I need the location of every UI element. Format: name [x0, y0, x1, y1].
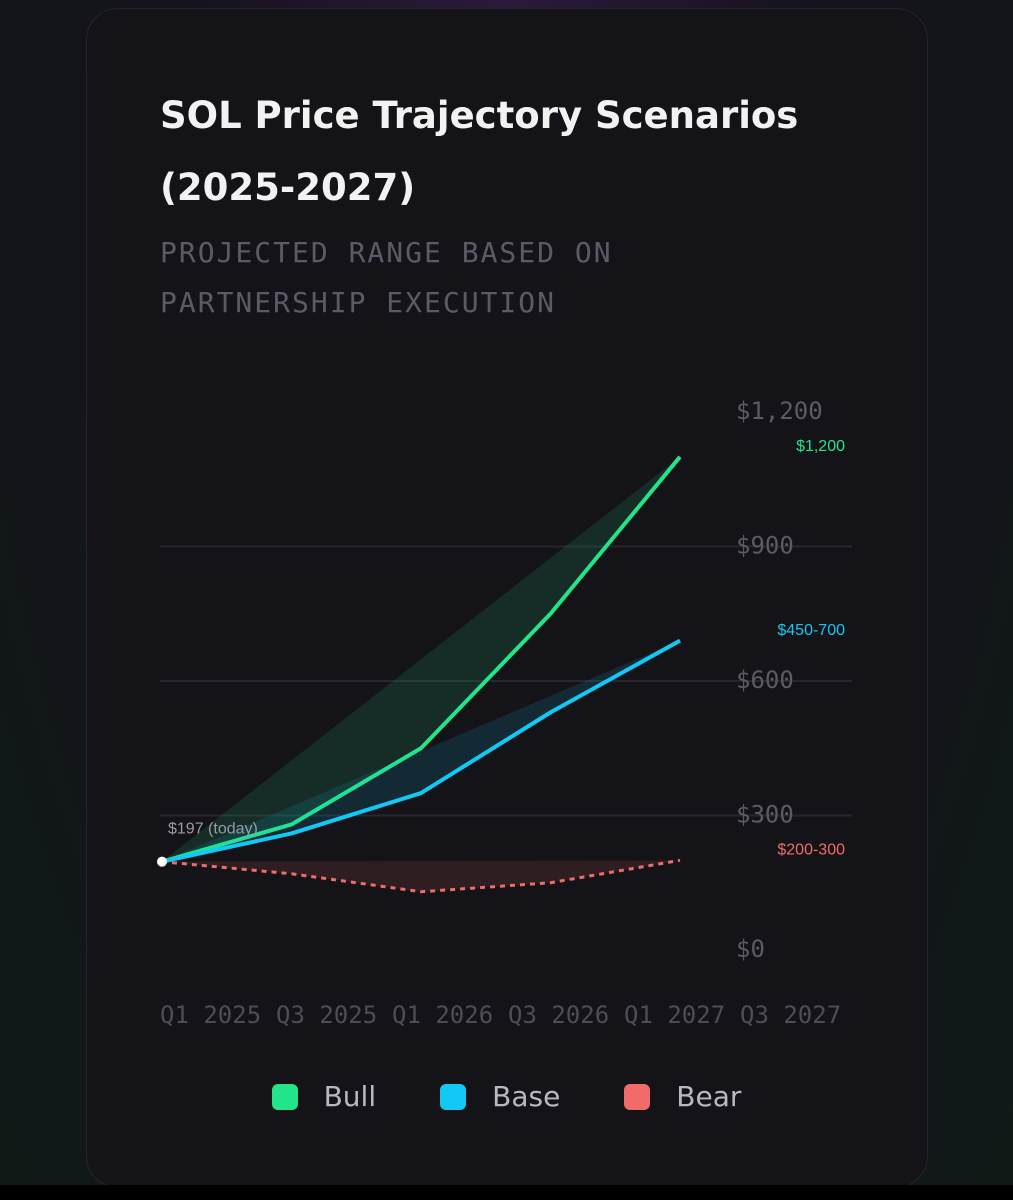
legend-swatch — [624, 1083, 651, 1110]
legend-label: Bear — [676, 1080, 742, 1113]
legend-label: Bull — [323, 1080, 377, 1113]
legend-item: Bull — [271, 1080, 377, 1113]
series-line — [161, 638, 681, 864]
x-tick-label: Q1 2026 — [392, 1001, 493, 1029]
series-line — [161, 455, 682, 864]
y-tick-label: $600 — [736, 666, 794, 694]
bottom-bar — [0, 1185, 1013, 1200]
y-tick-label: $900 — [736, 532, 794, 560]
range-area — [162, 456, 680, 862]
y-tick-label: $0 — [736, 935, 765, 963]
legend-item: Base — [440, 1080, 560, 1113]
chart-title: SOL Price Trajectory Scenarios (2025-202… — [160, 94, 799, 209]
chart-subtitle: PROJECTED RANGE BASED ON PARTNERSHIP EXE… — [160, 236, 613, 319]
range-area — [162, 860, 680, 892]
series-line — [161, 858, 681, 894]
range-label: $200-300 — [777, 842, 845, 859]
legend-swatch — [440, 1083, 467, 1110]
range-area — [162, 640, 680, 862]
x-tick-label: Q3 2025 — [276, 1001, 377, 1029]
legend-item: Bear — [624, 1080, 741, 1113]
legend-label: Base — [492, 1080, 561, 1113]
y-tick-label: $1,200 — [736, 397, 823, 425]
x-tick-label: Q3 2026 — [508, 1001, 609, 1029]
legend-swatch — [271, 1083, 298, 1110]
y-tick-label: $300 — [736, 801, 794, 829]
x-tick-label: Q1 2027 — [624, 1001, 725, 1029]
x-tick-label: Q1 2025 — [160, 1001, 261, 1029]
start-point — [157, 856, 167, 867]
annotation: $197 (today) — [168, 821, 258, 838]
range-label: $450-700 — [777, 622, 845, 639]
x-tick-label: Q3 2027 — [740, 1001, 841, 1029]
card — [86, 8, 928, 1188]
range-label: $1,200 — [796, 438, 845, 455]
legend: Bull Base Bear — [0, 1080, 1013, 1113]
